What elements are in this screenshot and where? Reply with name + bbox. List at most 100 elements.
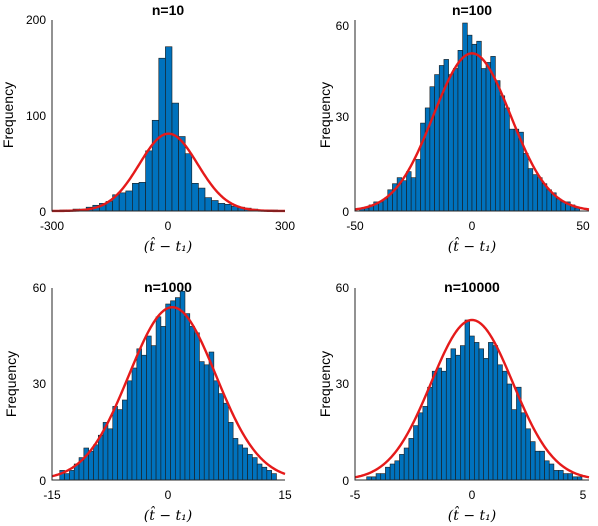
histogram-bar xyxy=(495,80,501,212)
x-tick-label: -50 xyxy=(346,219,364,233)
histogram-bar xyxy=(450,348,456,481)
histogram-bar xyxy=(194,332,200,481)
x-tick-label: 0 xyxy=(165,219,172,233)
panel-n100: n=100 60 30 0 -50 0 50 Frequency (t̂ − t… xyxy=(317,2,590,255)
histogram-bar xyxy=(478,348,484,481)
histogram-bar xyxy=(483,358,489,481)
histogram-bar xyxy=(509,128,515,212)
histogram-bar xyxy=(191,183,199,212)
x-tick-label: 5 xyxy=(580,488,587,502)
histogram-bar xyxy=(436,367,442,481)
histogram-bar xyxy=(532,174,538,212)
histogram-bar xyxy=(117,409,123,481)
histogram-bar xyxy=(112,406,118,481)
histogram-bar xyxy=(520,412,527,481)
histogram-bar xyxy=(417,412,424,481)
histogram-bar xyxy=(445,358,452,481)
histogram-bar xyxy=(118,192,127,212)
histogram-bar xyxy=(261,466,268,481)
histogram-bar xyxy=(184,153,193,212)
x-tick-label: -5 xyxy=(350,488,361,502)
histogram-bar xyxy=(252,457,258,481)
axes xyxy=(354,288,589,481)
normal-fit-curve xyxy=(354,52,590,211)
normal-fit-curve xyxy=(354,318,590,479)
histogram-bar xyxy=(525,428,531,481)
histogram-bar xyxy=(170,300,176,481)
histogram-bars xyxy=(59,290,277,481)
y-tick-label: 200 xyxy=(26,13,46,27)
histogram-bar xyxy=(523,153,529,212)
histogram-bar xyxy=(122,399,128,481)
histogram-bar xyxy=(413,425,419,481)
histogram-bar xyxy=(145,150,153,212)
y-axis-label: Frequency xyxy=(3,351,19,417)
histogram-bar xyxy=(567,473,573,481)
histogram-bar xyxy=(410,177,417,212)
histogram-bar xyxy=(415,159,421,212)
histogram-bar xyxy=(165,303,171,481)
histogram-bar xyxy=(527,168,534,212)
histogram-bar xyxy=(223,402,229,481)
histogram-bar xyxy=(175,297,181,481)
histogram-bar xyxy=(548,463,555,481)
histogram-bar xyxy=(380,473,386,481)
histogram-bar xyxy=(504,107,510,212)
histogram-bar xyxy=(228,422,234,481)
x-tick-label: 300 xyxy=(275,219,295,233)
histogram-bar xyxy=(136,348,142,481)
x-axis-label: (t̂ − t₁) xyxy=(448,236,496,255)
histogram-bar xyxy=(457,50,463,212)
y-tick-label: 30 xyxy=(336,110,350,124)
histogram-bar xyxy=(438,65,445,212)
histogram-bar xyxy=(401,180,407,212)
histogram-bar xyxy=(125,190,133,212)
histogram-bar xyxy=(237,444,244,481)
histogram-bar xyxy=(399,454,405,481)
histogram-bar xyxy=(165,46,173,212)
histogram-bar xyxy=(562,473,569,481)
normal-fit-curve xyxy=(51,306,286,478)
y-tick-label: 60 xyxy=(33,281,47,295)
histogram-bar xyxy=(513,128,520,212)
histogram-bar xyxy=(132,183,140,212)
y-tick-label: 0 xyxy=(39,474,46,488)
histogram-bar xyxy=(232,438,239,481)
histogram-bar xyxy=(198,187,206,212)
histogram-bar xyxy=(218,393,224,481)
histogram-bar xyxy=(469,335,475,481)
histogram-bar xyxy=(150,345,157,481)
histogram-bar xyxy=(138,182,146,212)
histogram-bar xyxy=(107,428,114,481)
histogram-bar xyxy=(403,447,410,481)
histogram-bar xyxy=(537,177,543,212)
histogram-bar xyxy=(184,313,191,481)
panel-n10: n=10 200 100 0 -300 0 300 Frequency (t̂ … xyxy=(0,2,295,255)
y-tick-label: 0 xyxy=(342,205,349,219)
panel-title: n=100 xyxy=(452,2,492,18)
histogram-bar xyxy=(126,380,133,481)
histogram-bar xyxy=(544,460,550,481)
histogram-bar xyxy=(179,290,186,481)
histogram-bar xyxy=(434,74,440,212)
histogram-bar xyxy=(389,463,396,481)
histogram-bar xyxy=(455,354,461,481)
histogram-bar xyxy=(271,473,277,481)
histogram-bar xyxy=(213,380,219,481)
histogram-bar xyxy=(224,204,232,212)
histogram-bar xyxy=(97,434,104,481)
histogram-bar xyxy=(155,316,162,481)
histogram-bar xyxy=(499,95,506,212)
histogram-bar xyxy=(467,34,473,212)
histogram-bar xyxy=(441,370,447,481)
panel-title: n=10000 xyxy=(444,279,500,295)
histogram-bar xyxy=(452,68,459,212)
histogram-bar xyxy=(93,444,99,481)
histogram-bar xyxy=(256,463,263,481)
histogram-bar xyxy=(492,345,499,481)
histogram-bar xyxy=(408,438,414,481)
histogram-bar xyxy=(506,383,513,481)
y-axis-label: Frequency xyxy=(0,82,16,148)
histogram-bar xyxy=(211,200,219,212)
histogram-bar xyxy=(394,460,400,481)
